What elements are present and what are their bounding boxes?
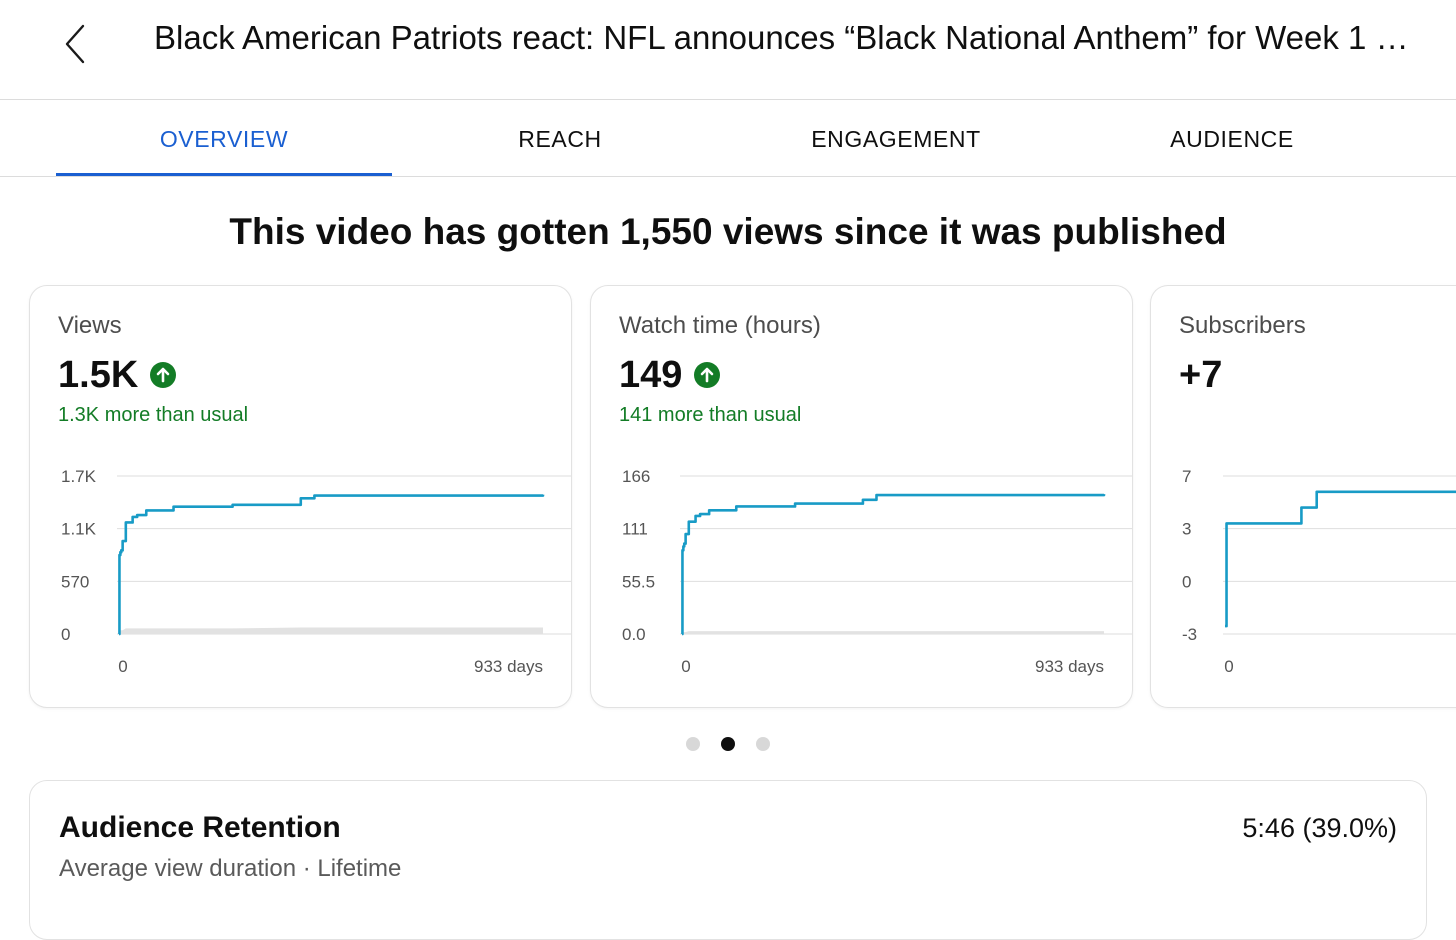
retention-value: 5:46 (39.0%) xyxy=(1242,813,1397,843)
typical-range-band xyxy=(682,631,1104,634)
card-value: 149 xyxy=(619,354,683,396)
retention-title: Audience Retention xyxy=(59,811,341,844)
pagination-dot[interactable] xyxy=(686,737,700,751)
tab-engagement[interactable]: ENGAGEMENT xyxy=(811,126,981,152)
card-value-row: +7 xyxy=(1179,352,1222,398)
y-tick-label: -3 xyxy=(1182,625,1197,644)
card-comparison-note: 1.3K more than usual xyxy=(58,404,249,426)
header: Black American Patriots react: NFL annou… xyxy=(0,0,1456,100)
card-label: Views xyxy=(58,312,122,339)
carousel-pagination xyxy=(686,737,791,751)
views-summary-heading: This video has gotten 1,550 views since … xyxy=(229,211,1227,252)
pagination-dot[interactable] xyxy=(756,737,770,751)
tab-reach[interactable]: REACH xyxy=(518,126,602,152)
y-tick-label: 570 xyxy=(61,572,89,591)
tab-audience[interactable]: AUDIENCE xyxy=(1170,126,1294,152)
back-button[interactable] xyxy=(52,20,100,68)
arrow-up-circle-icon xyxy=(694,362,721,388)
card-comparison-note: 141 more than usual xyxy=(619,404,802,426)
pagination-dot-active[interactable] xyxy=(721,737,735,751)
y-tick-label: 3 xyxy=(1182,520,1191,539)
series-line xyxy=(1225,490,1456,628)
y-tick-label: 0.0 xyxy=(622,625,646,644)
y-tick-label: 7 xyxy=(1182,467,1191,486)
x-tick-label: 0 xyxy=(118,657,127,676)
retention-subtitle: Average view duration · Lifetime xyxy=(59,855,402,882)
y-tick-label: 111 xyxy=(622,520,648,539)
card-value-row: 149 xyxy=(619,352,721,398)
subscribers-card[interactable]: Subscribers +7 7 3 0 -3 0 xyxy=(1150,285,1456,708)
series-line xyxy=(681,493,1106,636)
video-title: Black American Patriots react: NFL annou… xyxy=(154,19,1416,56)
chevron-left-icon xyxy=(65,24,85,64)
views-card[interactable]: Views 1.5K 1.3K more than usual 1.7K 1.1K… xyxy=(29,285,572,708)
card-value-row: 1.5K xyxy=(58,352,177,398)
audience-retention-card[interactable]: Audience Retention Average view duration… xyxy=(29,780,1427,940)
subscribers-chart: 7 3 0 -3 0 xyxy=(1182,467,1456,676)
x-tick-label: 933 days xyxy=(474,657,543,676)
watch-time-chart: 166 111 55.5 0.0 0 933 days xyxy=(622,467,1132,676)
y-tick-label: 0 xyxy=(1182,572,1191,591)
watch-time-card[interactable]: Watch time (hours) 149 141 more than usu… xyxy=(590,285,1133,708)
y-tick-label: 55.5 xyxy=(622,572,655,591)
x-tick-label: 0 xyxy=(681,657,690,676)
card-value: +7 xyxy=(1179,354,1223,396)
x-tick-label: 0 xyxy=(1224,657,1233,676)
card-value: 1.5K xyxy=(58,354,139,396)
typical-range-band xyxy=(119,627,543,634)
tab-overview[interactable]: OVERVIEW xyxy=(56,100,392,176)
y-tick-label: 0 xyxy=(61,625,70,644)
y-tick-label: 1.7K xyxy=(61,467,97,486)
y-tick-label: 1.1K xyxy=(61,520,97,539)
views-chart: 1.7K 1.1K 570 0 0 933 days xyxy=(61,467,571,676)
x-tick-label: 933 days xyxy=(1035,657,1104,676)
tab-bar: OVERVIEW REACH ENGAGEMENT AUDIENCE xyxy=(56,100,1400,176)
card-label: Watch time (hours) xyxy=(619,312,821,339)
tabs-divider xyxy=(0,176,1456,177)
y-tick-label: 166 xyxy=(622,467,650,486)
series-line xyxy=(118,494,545,636)
card-label: Subscribers xyxy=(1179,312,1306,339)
arrow-up-circle-icon xyxy=(150,362,177,388)
